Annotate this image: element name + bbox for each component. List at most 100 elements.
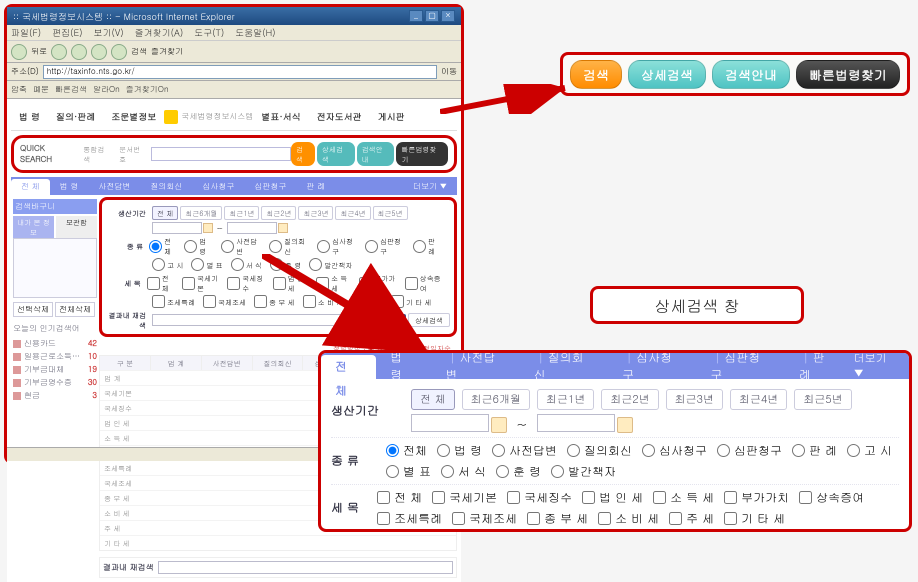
tax-check[interactable]	[147, 277, 160, 290]
date-from-input[interactable]	[152, 222, 202, 234]
menu-edit[interactable]: 편집(E)	[52, 26, 82, 39]
type-opt[interactable]: 고 시	[152, 258, 183, 271]
tax-check[interactable]	[377, 512, 390, 525]
type-radio[interactable]	[231, 258, 244, 271]
tax-option[interactable]: 종 부 세	[527, 510, 588, 527]
list-item[interactable]: 기부금영수증30	[13, 376, 97, 389]
dtab-judge[interactable]: |심판청구	[696, 350, 784, 383]
search-label[interactable]: 검색	[131, 46, 147, 57]
tax-option[interactable]: 전 체	[377, 489, 422, 506]
nav-board[interactable]: 게시판	[370, 110, 413, 123]
type-opt[interactable]: 판 례	[413, 236, 442, 256]
type-radio[interactable]	[847, 444, 860, 457]
table-row[interactable]: 기 타 세	[100, 535, 456, 550]
type-radio[interactable]	[413, 240, 426, 253]
menu-file[interactable]: 파일(F)	[11, 26, 41, 39]
type-opt[interactable]: 전체	[149, 236, 176, 256]
type-radio[interactable]	[191, 258, 204, 271]
type-radio[interactable]	[642, 444, 655, 457]
type-option[interactable]: 발간책자	[551, 463, 616, 480]
period-pill[interactable]: 최근2년	[261, 206, 296, 220]
refresh-icon[interactable]	[91, 44, 107, 60]
callout-quicklaw-button[interactable]: 빠른법령찾기	[796, 60, 900, 89]
type-opt[interactable]: 심사청구	[317, 236, 357, 256]
list-item[interactable]: 일용근로소득지급...10	[13, 350, 97, 363]
qs-detail-button[interactable]: 상세검색	[317, 142, 355, 166]
type-radio[interactable]	[567, 444, 580, 457]
period-pill[interactable]: 최근5년	[373, 206, 408, 220]
type-radio[interactable]	[386, 465, 399, 478]
back-icon[interactable]	[11, 44, 27, 60]
dtab-case[interactable]: |판 례	[785, 350, 854, 383]
period-pill[interactable]: 최근5년	[794, 389, 851, 410]
tab-law[interactable]: 법 령	[50, 181, 89, 192]
type-radio[interactable]	[437, 444, 450, 457]
tax-check[interactable]	[377, 491, 390, 504]
dtab-law[interactable]: 법 령	[376, 350, 431, 383]
type-radio[interactable]	[441, 465, 454, 478]
type-opt[interactable]: 별 표	[191, 258, 222, 271]
dtab-all[interactable]: 전 체	[321, 355, 376, 379]
type-option[interactable]: 심사청구	[642, 442, 707, 459]
date-from-input[interactable]	[411, 414, 489, 432]
period-pill[interactable]: 전 체	[152, 206, 178, 220]
nav-library[interactable]: 전자도서관	[309, 110, 370, 123]
tax-option[interactable]: 국세징수	[507, 489, 572, 506]
tax-option[interactable]: 기 타 세	[724, 510, 785, 527]
tax-opt[interactable]: 전 체	[147, 273, 174, 293]
tab-case[interactable]: 판 례	[296, 181, 335, 192]
tax-option[interactable]: 소 득 세	[653, 489, 714, 506]
nav-article[interactable]: 조문별정보	[103, 110, 164, 123]
tab-audit[interactable]: 심사청구	[192, 181, 244, 192]
menu-help[interactable]: 도움말(H)	[235, 26, 275, 39]
sidebar-saved[interactable]: 보관함	[56, 216, 97, 238]
type-opt[interactable]: 질의회신	[269, 236, 309, 256]
back-label[interactable]: 뒤로	[31, 46, 47, 57]
tax-check[interactable]	[432, 491, 445, 504]
qs-help-button[interactable]: 검색안내	[357, 142, 395, 166]
forward-icon[interactable]	[51, 44, 67, 60]
type-option[interactable]: 고 시	[847, 442, 892, 459]
tax-check[interactable]	[203, 295, 216, 308]
dtab-pre[interactable]: |사전답변	[431, 350, 519, 383]
quick-search-input[interactable]	[151, 147, 291, 161]
home-icon[interactable]	[111, 44, 127, 60]
type-radio[interactable]	[792, 444, 805, 457]
callout-detail-button[interactable]: 상세검색	[628, 60, 706, 89]
period-pill[interactable]: 최근1년	[537, 389, 594, 410]
period-pill[interactable]: 전 체	[411, 389, 455, 410]
period-pill[interactable]: 최근6개월	[180, 206, 222, 220]
type-option[interactable]: 서 식	[441, 463, 486, 480]
type-opt[interactable]: 사전답변	[221, 236, 261, 256]
type-option[interactable]: 전체	[386, 442, 427, 459]
delete-selected-button[interactable]: 선택삭제	[13, 302, 53, 317]
tax-opt[interactable]: 국세징수	[227, 273, 264, 293]
tax-check[interactable]	[724, 491, 737, 504]
type-opt[interactable]: 서 식	[231, 258, 262, 271]
menu-view[interactable]: 보기(V)	[94, 26, 124, 39]
tax-option[interactable]: 조세특례	[377, 510, 442, 527]
tax-check[interactable]	[653, 491, 666, 504]
type-option[interactable]: 판 례	[792, 442, 837, 459]
dtab-audit[interactable]: |심사청구	[608, 350, 696, 383]
nav-forms[interactable]: 별표·서식	[253, 110, 308, 123]
type-radio[interactable]	[269, 240, 282, 253]
type-radio[interactable]	[184, 240, 197, 253]
tax-option[interactable]: 부가가치	[724, 489, 789, 506]
quick-search-mode2[interactable]: 문서번호	[119, 144, 147, 164]
tax-check[interactable]	[799, 491, 812, 504]
tab-judge[interactable]: 심판청구	[244, 181, 296, 192]
tab-all[interactable]: 전 체	[11, 179, 50, 195]
callout-help-button[interactable]: 검색안내	[712, 60, 790, 89]
dtab-more[interactable]: 더보기 ▼	[854, 351, 909, 381]
type-radio[interactable]	[149, 240, 162, 253]
qs-search-button[interactable]: 검색	[291, 142, 315, 166]
menu-tools[interactable]: 도구(T)	[194, 26, 224, 39]
close-button[interactable]: ×	[441, 10, 455, 22]
qs-quicklaw-button[interactable]: 빠른법령찾기	[396, 142, 448, 166]
calendar-icon[interactable]	[203, 223, 213, 233]
type-radio[interactable]	[152, 258, 165, 271]
tax-check[interactable]	[152, 295, 165, 308]
calendar-icon[interactable]	[617, 417, 633, 433]
type-radio[interactable]	[317, 240, 330, 253]
